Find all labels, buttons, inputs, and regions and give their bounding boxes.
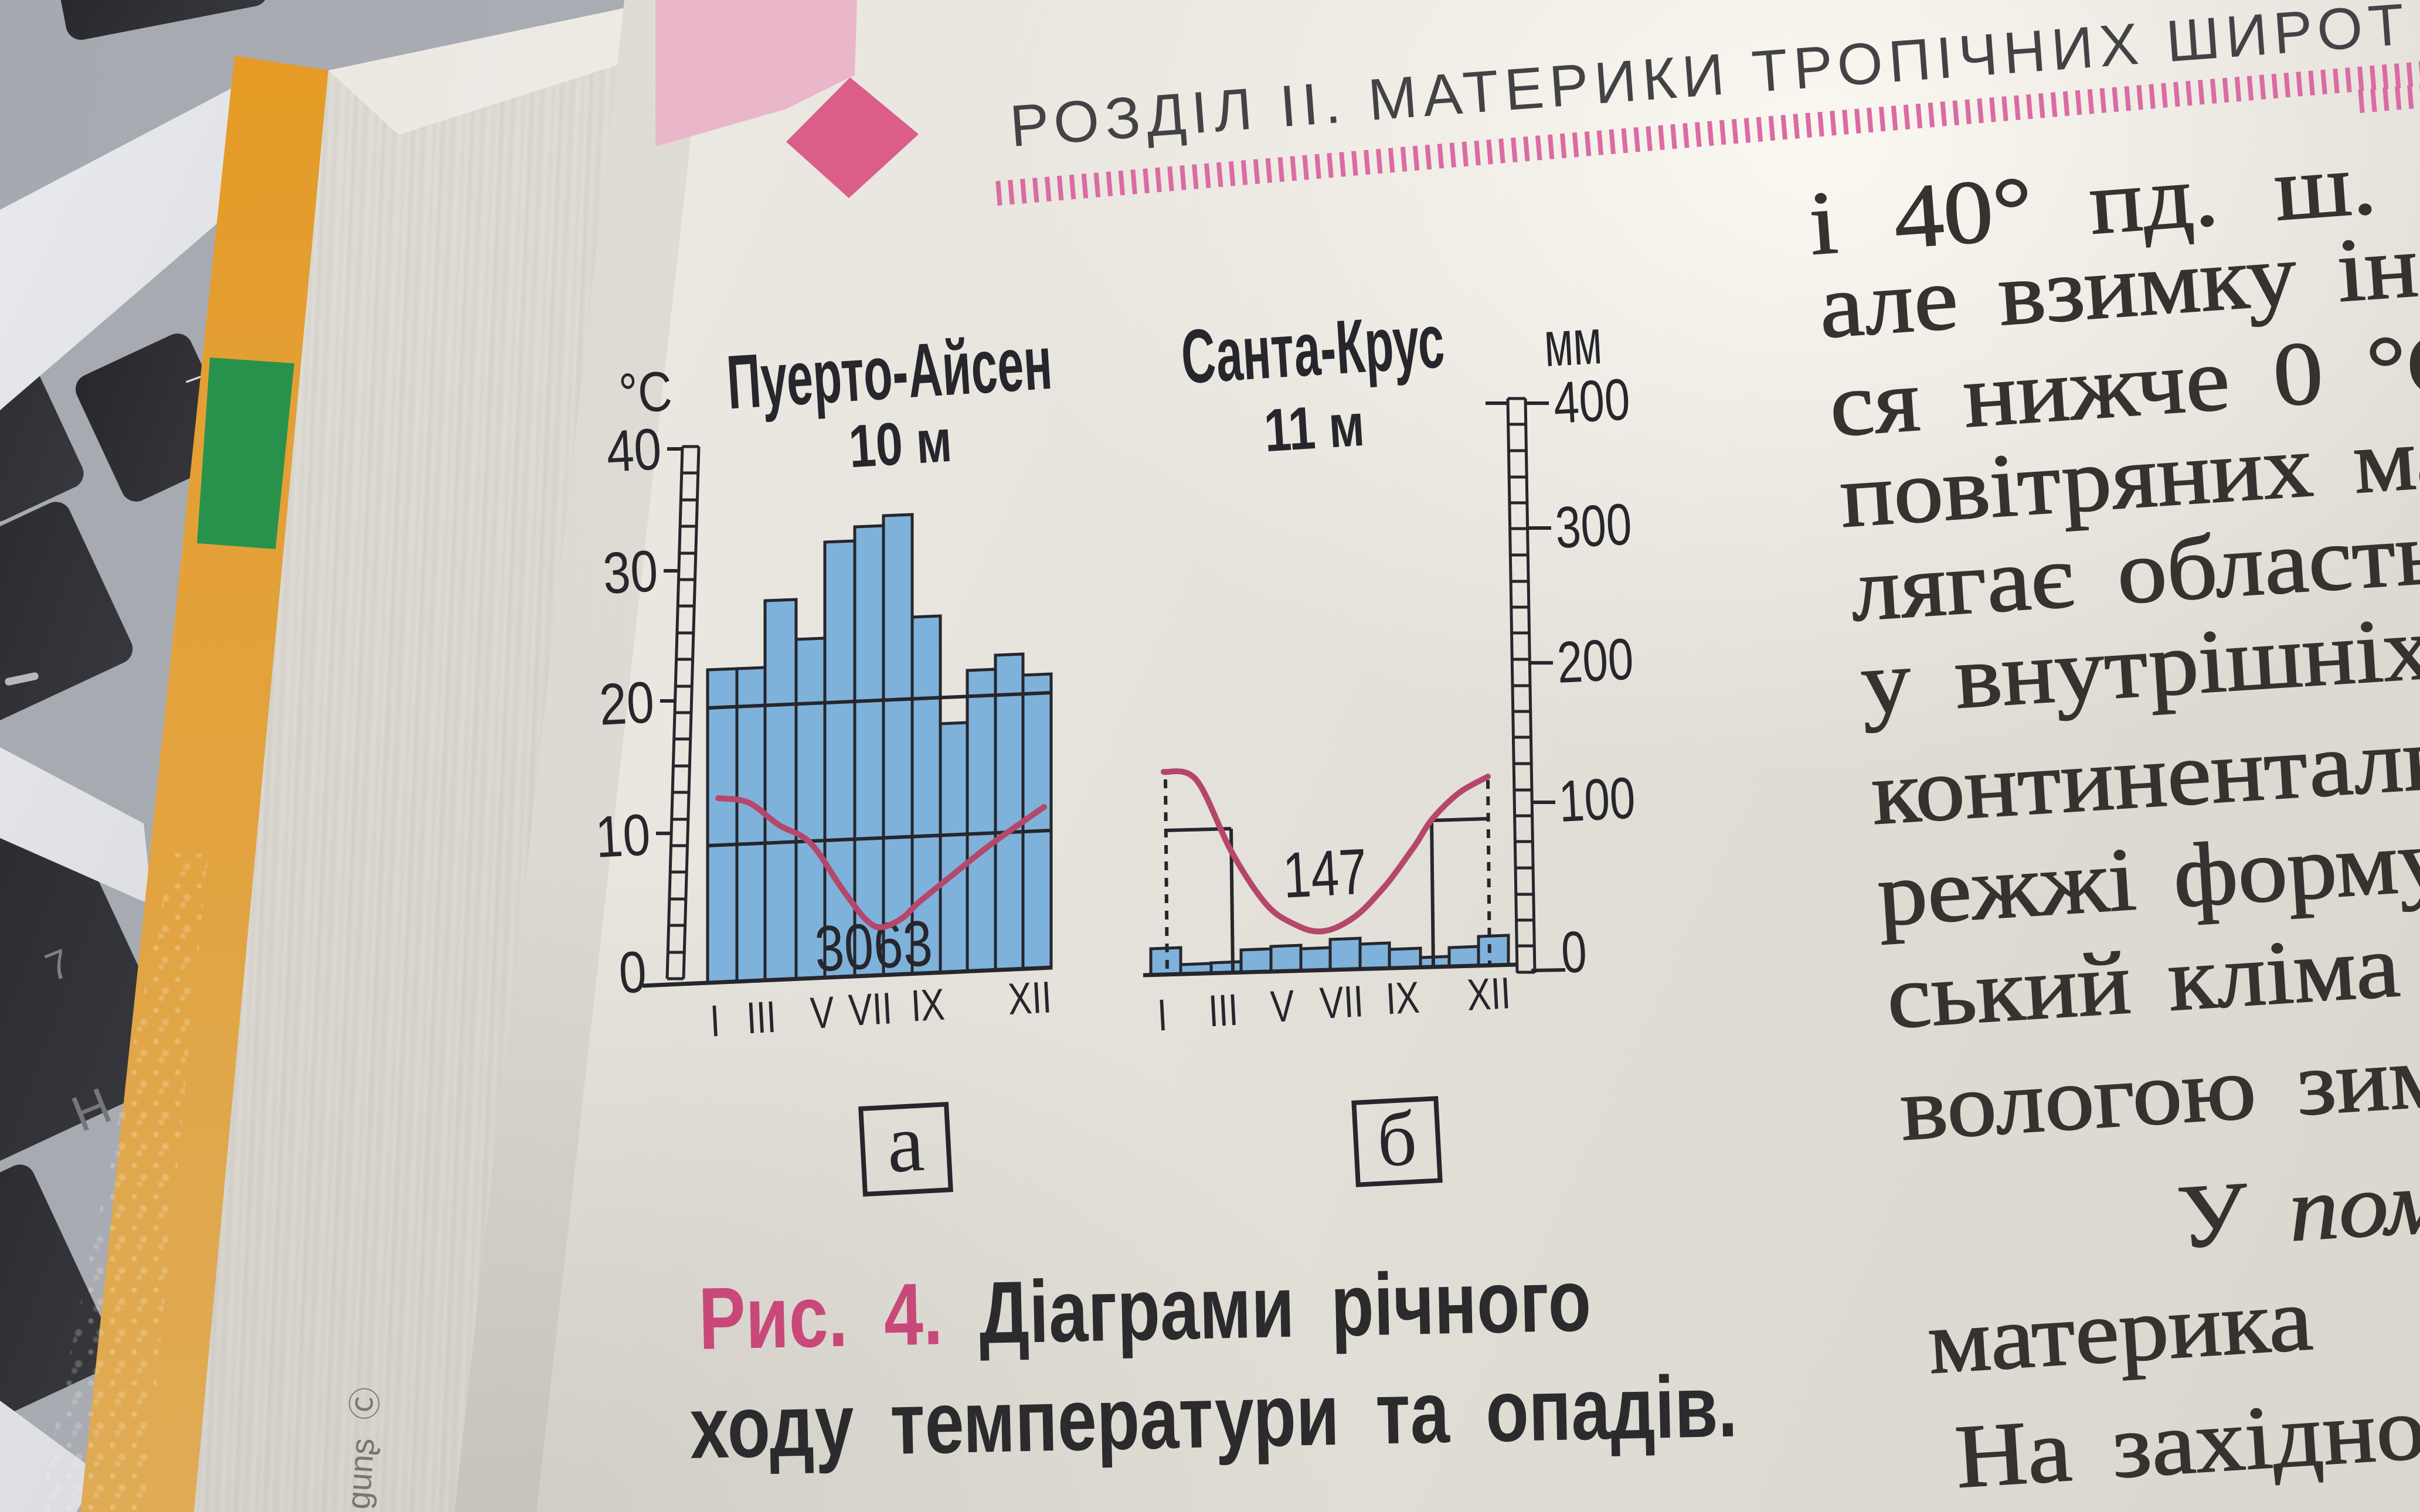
svg-text:V: V bbox=[1269, 981, 1296, 1032]
svg-text:XII: XII bbox=[1466, 968, 1512, 1020]
svg-text:Санта-Крус: Санта-Крус bbox=[1179, 298, 1447, 399]
svg-text:б: б bbox=[1375, 1095, 1419, 1183]
svg-text:0: 0 bbox=[1559, 920, 1588, 986]
svg-text:IX: IX bbox=[1385, 972, 1421, 1024]
svg-text:мм: мм bbox=[1542, 305, 1604, 380]
svg-text:I: I bbox=[1156, 990, 1168, 1040]
svg-text:I: I bbox=[709, 996, 721, 1046]
svg-text:10 м: 10 м bbox=[847, 407, 954, 481]
svg-text:100: 100 bbox=[1557, 765, 1637, 835]
svg-text:20: 20 bbox=[597, 669, 655, 737]
svg-text:а: а bbox=[885, 1095, 926, 1190]
svg-text:IX: IX bbox=[910, 979, 946, 1031]
svg-text:XII: XII bbox=[1007, 972, 1053, 1024]
svg-text:11 м: 11 м bbox=[1262, 391, 1367, 464]
svg-text:200: 200 bbox=[1555, 626, 1635, 696]
svg-text:400: 400 bbox=[1552, 367, 1632, 436]
svg-text:°С: °С bbox=[617, 359, 674, 425]
svg-text:147: 147 bbox=[1281, 835, 1368, 911]
svg-text:3063: 3063 bbox=[813, 907, 934, 985]
svg-text:III: III bbox=[745, 992, 777, 1043]
svg-text:40: 40 bbox=[605, 416, 663, 484]
svg-text:300: 300 bbox=[1554, 492, 1633, 561]
svg-text:VII: VII bbox=[847, 983, 893, 1036]
svg-text:10: 10 bbox=[594, 801, 652, 870]
svg-text:III: III bbox=[1207, 985, 1239, 1036]
svg-text:V: V bbox=[809, 987, 835, 1038]
svg-text:0: 0 bbox=[617, 938, 648, 1006]
svg-text:30: 30 bbox=[601, 537, 660, 606]
svg-text:Пуерто-Айсен: Пуерто-Айсен bbox=[725, 319, 1055, 425]
svg-text:VII: VII bbox=[1318, 976, 1365, 1029]
